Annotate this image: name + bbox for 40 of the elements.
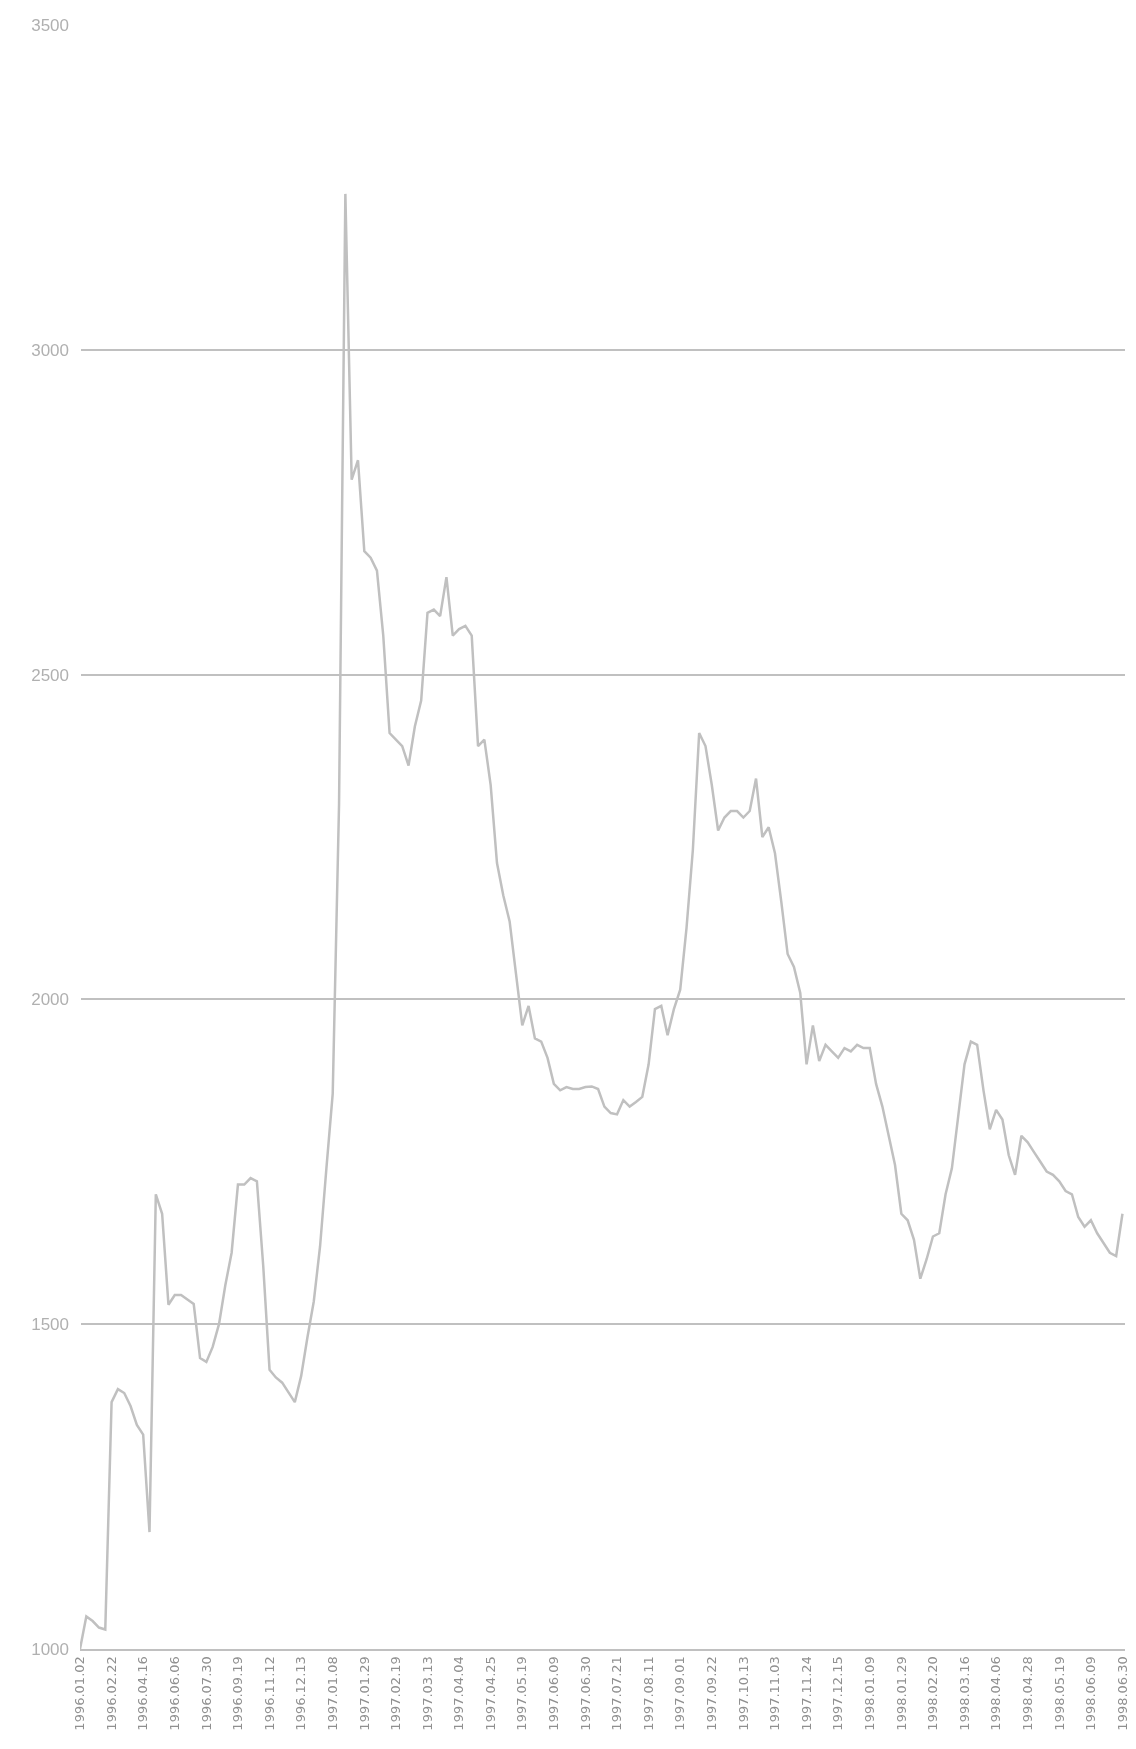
x-tick-label: 1998.01.29 bbox=[893, 1656, 909, 1731]
x-tick-label: 1997.08.11 bbox=[640, 1656, 656, 1731]
x-tick-label: 1997.12.15 bbox=[830, 1656, 846, 1731]
x-tick-label: 1996.12.13 bbox=[293, 1656, 309, 1731]
x-tick-label: 1997.10.13 bbox=[735, 1656, 751, 1731]
x-tick-label: 1996.04.16 bbox=[135, 1656, 151, 1731]
y-tick-label: 2000 bbox=[31, 990, 69, 1010]
y-tick-label: 3000 bbox=[31, 340, 69, 360]
x-tick-label: 1998.05.19 bbox=[1051, 1656, 1067, 1731]
y-tick-label: 1500 bbox=[31, 1315, 69, 1335]
x-tick-label: 1996.06.06 bbox=[167, 1656, 182, 1731]
x-tick-label: 1997.02.19 bbox=[388, 1656, 404, 1731]
x-tick-label: 1997.05.19 bbox=[514, 1656, 530, 1731]
x-tick-label: 1998.06.30 bbox=[1114, 1656, 1130, 1731]
x-tick-label: 1996.11.12 bbox=[261, 1656, 277, 1731]
x-tick-label: 1996.02.22 bbox=[103, 1656, 119, 1731]
x-tick-label: 1997.06.09 bbox=[546, 1656, 562, 1731]
x-tick-label: 1997.09.01 bbox=[672, 1656, 688, 1731]
x-tick-label: 1996.01.02 bbox=[72, 1656, 88, 1731]
y-tick-label: 3500 bbox=[31, 15, 69, 35]
x-tick-label: 1997.01.29 bbox=[356, 1656, 372, 1731]
x-tick-label: 1997.01.08 bbox=[324, 1656, 340, 1731]
x-tick-label: 1997.04.25 bbox=[482, 1656, 498, 1731]
x-tick-label: 1998.04.06 bbox=[988, 1656, 1004, 1731]
x-tick-label: 1997.11.03 bbox=[767, 1656, 783, 1731]
x-tick-label: 1998.01.09 bbox=[861, 1656, 877, 1731]
x-tick-label: 1998.03.16 bbox=[956, 1656, 972, 1731]
x-tick-label: 1997.04.04 bbox=[451, 1656, 467, 1731]
x-tick-label: 1997.09.22 bbox=[704, 1656, 720, 1731]
x-tick-label: 1998.06.09 bbox=[1083, 1656, 1099, 1731]
x-tick-label: 1996.07.30 bbox=[198, 1656, 214, 1731]
x-tick-label: 1997.03.13 bbox=[419, 1656, 435, 1731]
y-tick-label: 2500 bbox=[31, 665, 69, 685]
y-tick-label: 1000 bbox=[31, 1639, 69, 1659]
x-tick-label: 1997.06.30 bbox=[577, 1656, 593, 1731]
x-tick-label: 1997.07.21 bbox=[609, 1656, 625, 1731]
x-tick-label: 1996.09.19 bbox=[230, 1656, 246, 1731]
x-tick-label: 1998.04.28 bbox=[1019, 1656, 1035, 1731]
x-tick-label: 1998.02.20 bbox=[925, 1656, 941, 1731]
x-tick-label: 1997.11.24 bbox=[798, 1656, 814, 1731]
